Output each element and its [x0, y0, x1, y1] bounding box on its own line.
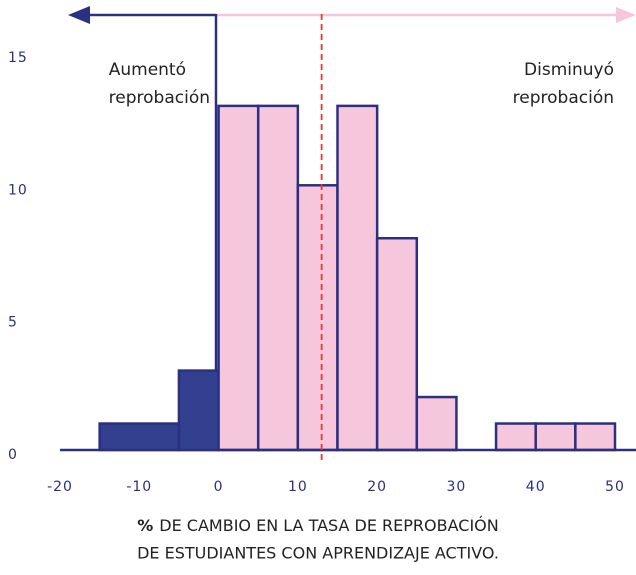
x-tick-label: 10 — [288, 479, 308, 495]
y-tick-label: 5 — [8, 315, 18, 331]
x-tick-label: -20 — [47, 479, 73, 495]
bar — [574, 422, 617, 452]
y-tick-label: 0 — [8, 447, 18, 463]
x-axis-label: DE ESTUDIANTES CON APRENDIZAJE ACTIVO. — [137, 544, 499, 563]
bar — [98, 422, 181, 452]
annotation: reprobación — [513, 88, 614, 108]
bar — [534, 422, 577, 452]
x-tick-label: -10 — [126, 479, 152, 495]
x-tick-label: 0 — [214, 479, 224, 495]
y-tick-label: 10 — [8, 182, 28, 198]
x-axis-label: % DE CAMBIO EN LA TASA DE REPROBACIÓN — [137, 516, 498, 535]
bar — [415, 395, 458, 452]
bar — [256, 104, 300, 452]
bar — [494, 422, 537, 452]
x-tick-label: 50 — [605, 479, 625, 495]
x-tick-label: 40 — [526, 479, 546, 495]
y-tick-label: 15 — [8, 50, 28, 66]
annotation: Disminuyó — [524, 60, 614, 80]
x-tick-label: 20 — [367, 479, 387, 495]
left-arrowhead — [68, 6, 90, 24]
annotation: Aumentó — [109, 60, 186, 80]
x-axis-label-text: DE CAMBIO EN LA TASA DE REPROBACIÓN — [159, 516, 498, 535]
bar — [375, 236, 419, 452]
x-tick-label: 30 — [447, 479, 467, 495]
bar — [177, 369, 220, 452]
x-axis-label-bold: % — [137, 516, 153, 535]
bar — [217, 104, 260, 452]
bar — [296, 184, 339, 452]
annotation: reprobación — [109, 88, 210, 108]
right-arrowhead — [616, 7, 636, 23]
bar — [336, 104, 379, 452]
